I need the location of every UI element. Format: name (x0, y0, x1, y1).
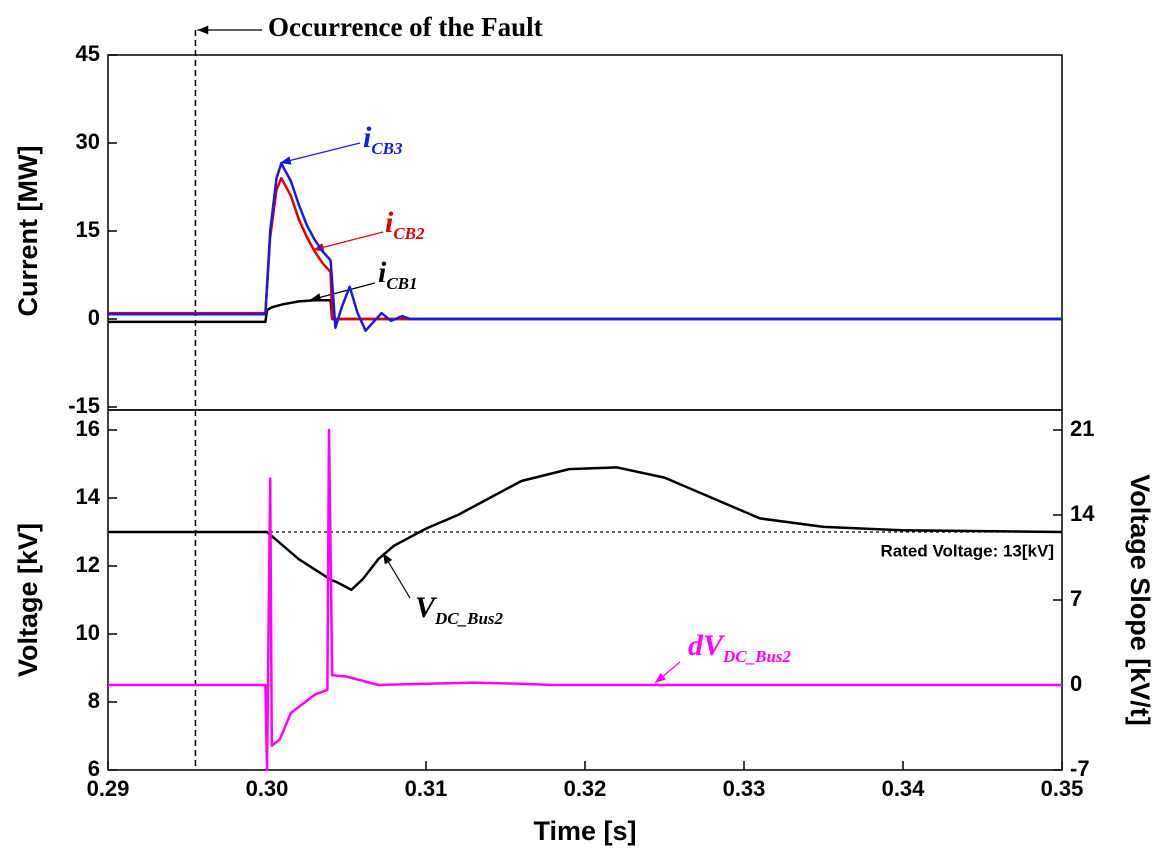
y-tick-label: 12 (76, 552, 100, 577)
series-label-sub: CB1 (386, 274, 417, 293)
series-label: iCB3 (363, 121, 403, 158)
y-tick-label: 16 (76, 416, 100, 441)
series-label-main: i (363, 121, 372, 154)
y-tick-label: 10 (76, 620, 100, 645)
label-arrow (312, 231, 384, 252)
series-line (108, 466, 1063, 592)
y-axis-label: Voltage [kV] (13, 523, 43, 677)
label-arrow (279, 142, 361, 165)
y-tick-label: 0 (88, 305, 100, 330)
x-tick-label: 0.30 (246, 776, 289, 801)
x-tick-label: 0.33 (723, 776, 766, 801)
series-line (108, 428, 1062, 772)
y-axis-label: Current [MW] (13, 146, 43, 317)
y-tick-label: 14 (76, 484, 101, 509)
series-line (108, 162, 1062, 332)
series-label-main: V (415, 591, 438, 624)
plot-frame (107, 54, 1063, 411)
series-label-main: i (385, 206, 394, 239)
plot-frame (107, 409, 1063, 771)
series-label: iCB2 (385, 206, 425, 243)
series-label-main: i (378, 256, 387, 289)
series-label: iCB1 (378, 256, 418, 293)
y-tick-label: 8 (88, 688, 100, 713)
x-tick-label: 0.35 (1041, 776, 1084, 801)
annotation: Rated Voltage: 13[kV] (880, 541, 1054, 560)
y2-tick-label: 0 (1070, 671, 1082, 696)
y2-tick-label: 21 (1070, 416, 1094, 441)
y2-axis-label: Voltage Slope [kV/t] (1125, 474, 1155, 726)
y-tick-label: 30 (76, 129, 100, 154)
x-tick-label: 0.34 (882, 776, 926, 801)
y2-tick-label: -7 (1070, 756, 1090, 781)
series-label-sub: DC_Bus2 (434, 609, 504, 628)
y2-tick-label: 14 (1070, 501, 1095, 526)
y-tick-label: 15 (76, 217, 100, 242)
label-arrow (382, 552, 411, 599)
x-tick-label: 0.31 (405, 776, 448, 801)
y-tick-label: 6 (88, 756, 100, 781)
y-tick-label: 45 (76, 41, 100, 66)
annotation: Occurrence of the Fault (268, 12, 543, 42)
series-label-main: dV (688, 629, 726, 662)
series-label-sub: DC_Bus2 (722, 647, 792, 666)
label-arrow (654, 661, 681, 684)
series-label: VDC_Bus2 (415, 591, 504, 628)
x-tick-label: 0.29 (87, 776, 130, 801)
y2-tick-label: 7 (1070, 586, 1082, 611)
x-axis-label: Time [s] (533, 816, 636, 846)
series-label-sub: CB2 (393, 224, 425, 243)
series-label-sub: CB3 (371, 139, 403, 158)
y-tick-label: -15 (68, 393, 100, 418)
series-label: dVDC_Bus2 (688, 629, 792, 666)
series-line (108, 176, 1062, 321)
x-tick-label: 0.32 (564, 776, 607, 801)
label-arrow (309, 282, 376, 302)
